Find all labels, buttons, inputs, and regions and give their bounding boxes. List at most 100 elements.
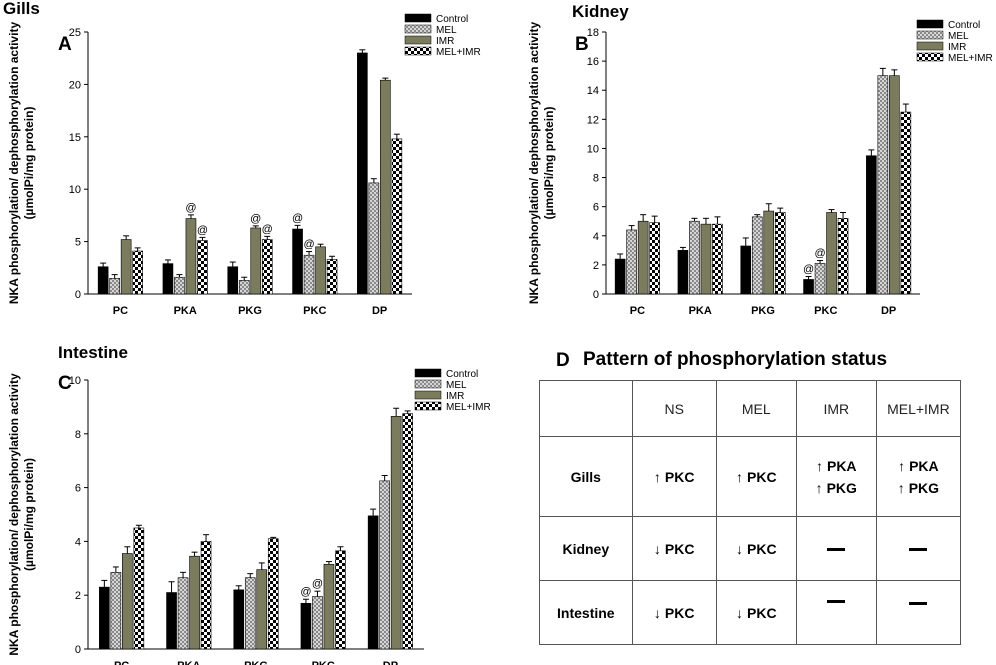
x-tick-label: DP [881,305,896,317]
table-cell: PKC [715,436,797,517]
up-arrow-icon: PKC [718,469,795,485]
x-tick-label: PKG [238,305,262,317]
legend-label: Control [436,14,468,25]
bar-mel-dp [877,75,889,295]
y-tick-label: 4 [75,536,81,548]
bar-mel-pkc [814,263,826,295]
y-tick-label: 18 [587,27,599,39]
panel-letter-a: A [58,34,72,55]
down-arrow-icon: PKC [634,541,715,557]
table-header-cell: IMR [795,380,877,437]
row-label: Intestine [539,580,633,645]
significance-marker: @ [803,264,814,276]
legend-swatch [916,19,944,29]
legend-swatch [414,368,442,378]
y-tick-label: 4 [593,231,599,243]
table-header-cell: MEL [715,380,797,437]
significance-marker: @ [250,213,261,225]
legend-label: IMR [436,36,454,47]
y-tick-label: 6 [75,483,81,495]
y-axis-label: NKA phosphorylation/ dephosphorylation a… [7,373,21,656]
legend-label: MEL+IMR [436,47,481,58]
bar-mel-pka [174,276,185,295]
table-cell: PKA PKG [795,436,877,517]
table-cell [875,580,962,645]
y-axis-label: NKA phosphorylation/ dephosphorylation a… [527,22,541,305]
table-cell: PKC [715,580,797,645]
y-tick-label: 10 [587,143,599,155]
y-tick-label: 25 [69,27,81,39]
no-change-dash-icon [909,602,928,606]
table-cell: PKC [631,516,717,581]
legend-label: MEL+IMR [948,53,993,64]
y-axis-unit-label: (µmolPi/mg protein) [22,107,36,220]
legend-swatch [414,379,442,389]
x-tick-label: PKG [244,660,268,665]
chart-panel-gills: 0 5 10 15 20 25 NKA phosphorylation/ dephospho… [0,0,520,330]
bar-mel-imr-pka [200,541,212,650]
up-arrow-icon: PKA [798,458,875,474]
table-row: Kidney PKC PKC [539,516,962,581]
y-tick-label: 20 [69,79,81,91]
bar-mel-imr-pkg [774,212,786,295]
y-tick-label: 14 [587,85,599,97]
x-tick-label: PKC [814,305,837,317]
row-label: Kidney [539,516,633,581]
legend-swatch [404,35,432,45]
bar-mel-imr-pc [132,250,143,295]
bar-control-pka [166,592,177,650]
bar-mel-imr-pc [133,527,145,650]
no-change-dash-icon [909,548,928,552]
significance-marker: @ [814,248,825,260]
up-arrow-icon: PKG [878,480,959,496]
bar-imr-pkg [250,227,262,295]
bar-mel-dp [368,182,380,295]
x-tick-label: PKC [312,660,335,665]
legend-label: MEL [436,25,457,36]
x-tick-label: PC [630,305,645,317]
x-tick-label: PKA [174,305,197,317]
bar-mel-imr-dp [402,413,413,650]
bar-imr-pkc [323,563,335,650]
down-arrow-icon: PKC [718,605,795,621]
y-tick-label: 6 [593,202,599,214]
panel-d-title: Pattern of phosphorylation status [583,349,888,370]
table-cell [875,516,962,581]
bar-mel-imr-pc [649,222,660,295]
x-tick-label: DP [372,305,387,317]
y-tick-label: 10 [69,184,81,196]
chart-intestine-svg: 0 2 4 6 8 10 NKA phosphorylation/ dephosphoryl… [7,368,491,665]
bar-mel-pkc [303,254,315,295]
significance-marker: @ [312,578,323,590]
bar-mel-imr-pka [712,223,723,295]
legend-label: IMR [446,391,464,402]
bar-mel-imr-pkc [335,550,346,650]
bar-control-pc [614,258,626,295]
x-tick-label: DP [383,660,398,665]
x-tick-label: PKC [303,305,326,317]
table-cell: PKC [631,580,717,645]
table-header-cell [539,380,633,437]
no-change-dash-icon [827,548,846,552]
bar-imr-pka [700,223,712,295]
bar-mel-imr-pka [197,240,208,295]
bar-imr-pkg [763,210,775,295]
legend-swatch [404,24,432,34]
bar-mel-imr-dp [391,138,403,295]
bar-imr-dp [380,79,391,295]
legend-swatch [404,46,432,56]
significance-marker: @ [185,202,196,214]
panel-title-gills: Gills [3,0,40,18]
legend-swatch [404,13,432,23]
y-tick-label: 2 [593,260,599,272]
bar-control-pc [97,266,109,295]
bar-mel-pkg [244,577,256,650]
legend-swatch [916,30,944,40]
x-tick-label: PKG [751,305,775,317]
table-header-cell: NS [631,380,717,437]
bar-mel-pkg [751,216,763,295]
bar-control-pka [162,263,174,295]
bar-mel-pc [109,277,120,295]
chart-panel-intestine: 0 2 4 6 8 10 NKA phosphorylation/ dephosphoryl… [0,335,520,665]
panel-title-intestine: Intestine [58,343,128,362]
